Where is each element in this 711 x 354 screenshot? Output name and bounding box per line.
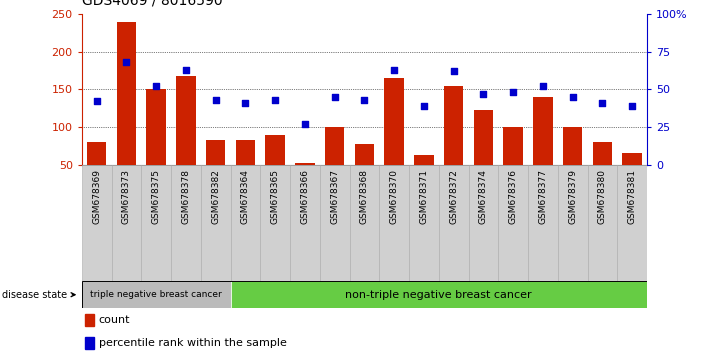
Bar <box>528 165 557 281</box>
Text: GDS4069 / 8016590: GDS4069 / 8016590 <box>82 0 223 7</box>
Bar <box>355 144 374 202</box>
Point <box>448 69 459 74</box>
Bar <box>474 110 493 202</box>
Bar <box>230 281 647 308</box>
Bar <box>295 163 314 202</box>
Text: GSM678367: GSM678367 <box>330 169 339 224</box>
Bar <box>85 337 94 349</box>
Bar <box>85 314 94 326</box>
Bar <box>593 142 612 202</box>
Bar <box>325 127 344 202</box>
Bar <box>503 127 523 202</box>
Bar <box>622 153 642 202</box>
Text: disease state: disease state <box>1 290 75 300</box>
Point <box>121 59 132 65</box>
Bar <box>82 165 112 281</box>
Bar <box>117 22 136 202</box>
Text: GSM678380: GSM678380 <box>598 169 607 224</box>
Text: GSM678381: GSM678381 <box>628 169 636 224</box>
Point <box>567 94 578 100</box>
Point <box>508 90 519 95</box>
Point <box>478 91 489 97</box>
Text: GSM678372: GSM678372 <box>449 169 458 224</box>
Text: non-triple negative breast cancer: non-triple negative breast cancer <box>346 290 532 300</box>
Bar <box>236 140 255 202</box>
Bar <box>87 142 107 202</box>
Point <box>626 103 638 109</box>
Point <box>538 84 549 89</box>
Bar <box>350 165 379 281</box>
Point <box>210 97 221 103</box>
Point <box>358 97 370 103</box>
Text: GSM678377: GSM678377 <box>538 169 547 224</box>
Point <box>299 121 311 127</box>
Bar <box>112 165 141 281</box>
Point <box>269 97 281 103</box>
Bar <box>409 165 439 281</box>
Bar <box>563 127 582 202</box>
Text: percentile rank within the sample: percentile rank within the sample <box>99 338 287 348</box>
Point <box>91 98 102 104</box>
Bar <box>587 165 617 281</box>
Bar <box>385 78 404 202</box>
Point <box>329 94 341 100</box>
Bar <box>176 76 196 202</box>
Bar <box>260 165 290 281</box>
Bar <box>439 165 469 281</box>
Bar <box>265 135 285 202</box>
Text: GSM678373: GSM678373 <box>122 169 131 224</box>
Text: GSM678375: GSM678375 <box>151 169 161 224</box>
Bar <box>469 165 498 281</box>
Text: triple negative breast cancer: triple negative breast cancer <box>90 290 222 299</box>
Bar <box>617 165 647 281</box>
Text: GSM678378: GSM678378 <box>181 169 191 224</box>
Text: GSM678379: GSM678379 <box>568 169 577 224</box>
Bar <box>379 165 409 281</box>
Text: GSM678370: GSM678370 <box>390 169 399 224</box>
Bar <box>290 165 320 281</box>
Text: GSM678376: GSM678376 <box>508 169 518 224</box>
Point <box>418 103 429 109</box>
Text: GSM678369: GSM678369 <box>92 169 101 224</box>
Bar <box>206 140 225 202</box>
Bar <box>82 281 230 308</box>
Text: GSM678382: GSM678382 <box>211 169 220 224</box>
Bar <box>557 165 587 281</box>
Bar <box>141 165 171 281</box>
Point <box>597 100 608 106</box>
Bar <box>498 165 528 281</box>
Bar <box>146 89 166 202</box>
Bar <box>415 155 434 202</box>
Text: GSM678365: GSM678365 <box>271 169 279 224</box>
Text: GSM678374: GSM678374 <box>479 169 488 224</box>
Point <box>240 100 251 106</box>
Point <box>388 67 400 73</box>
Bar <box>171 165 201 281</box>
Bar <box>201 165 230 281</box>
Text: GSM678364: GSM678364 <box>241 169 250 224</box>
Text: GSM678366: GSM678366 <box>300 169 309 224</box>
Point <box>180 67 191 73</box>
Bar <box>444 86 464 202</box>
Bar <box>533 97 552 202</box>
Text: GSM678371: GSM678371 <box>419 169 429 224</box>
Text: count: count <box>99 315 130 325</box>
Bar <box>230 165 260 281</box>
Text: GSM678368: GSM678368 <box>360 169 369 224</box>
Point <box>151 84 162 89</box>
Bar <box>320 165 350 281</box>
